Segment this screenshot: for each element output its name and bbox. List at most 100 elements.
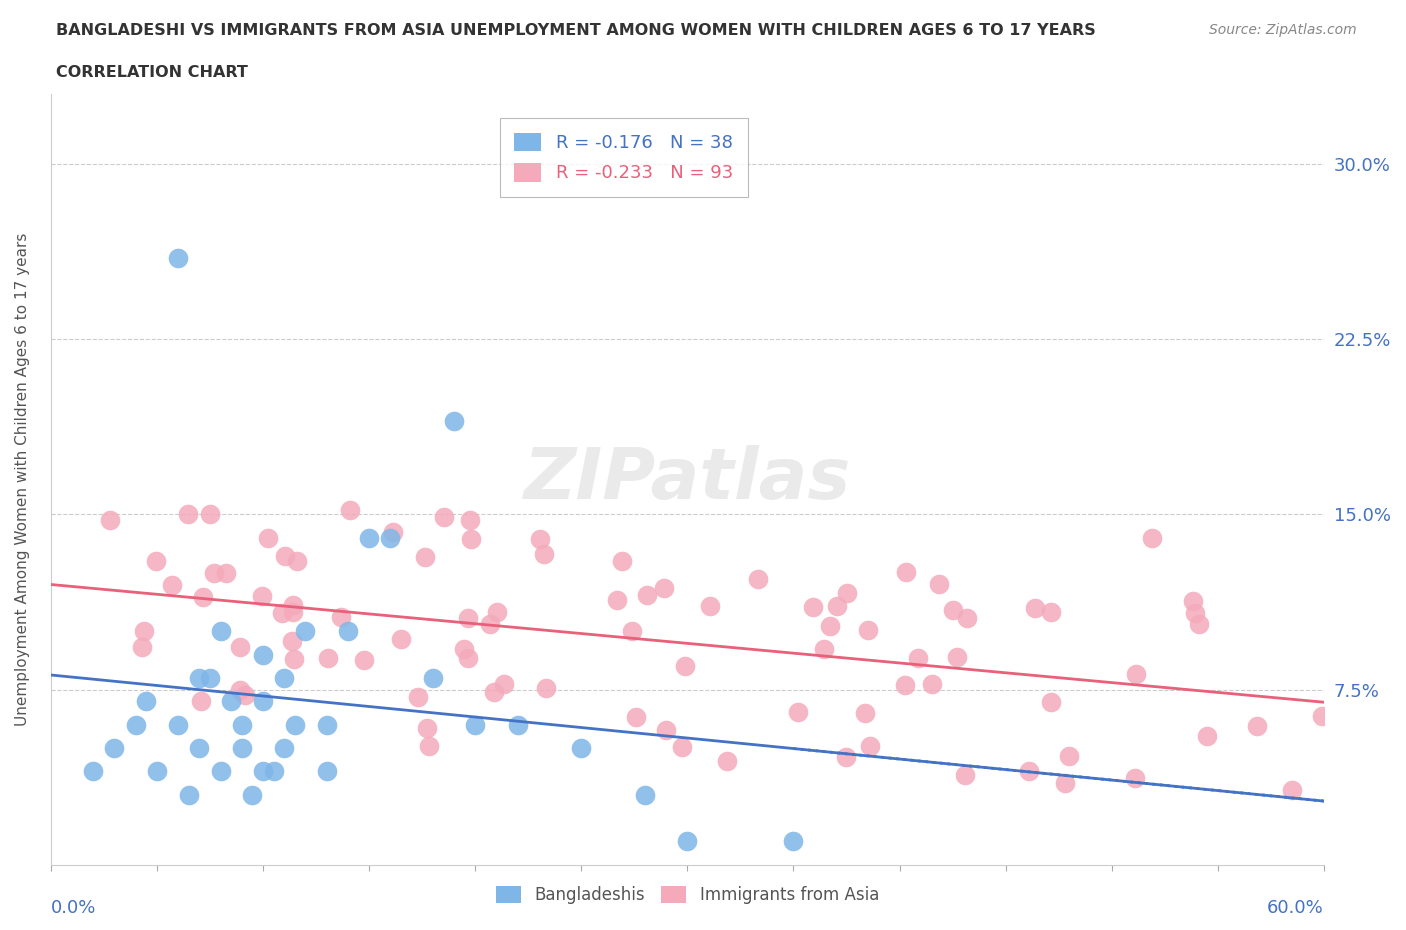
Point [634, 788, 657, 803]
Point [231, 740, 253, 755]
Point [284, 717, 307, 732]
Text: Source: ZipAtlas.com: Source: ZipAtlas.com [1209, 23, 1357, 37]
Point [835, 750, 858, 764]
Text: BANGLADESHI VS IMMIGRANTS FROM ASIA UNEMPLOYMENT AMONG WOMEN WITH CHILDREN AGES : BANGLADESHI VS IMMIGRANTS FROM ASIA UNEM… [56, 23, 1097, 38]
Text: ZIPatlas: ZIPatlas [523, 445, 851, 514]
Point [896, 565, 918, 579]
Point [433, 510, 456, 525]
Point [82, 764, 104, 778]
Point [285, 553, 308, 568]
Point [457, 610, 479, 625]
Point [1246, 719, 1268, 734]
Point [359, 530, 381, 545]
Legend: Bangladeshis, Immigrants from Asia: Bangladeshis, Immigrants from Asia [489, 879, 886, 910]
Point [198, 507, 221, 522]
Point [1195, 728, 1218, 743]
Point [1024, 600, 1046, 615]
Point [464, 717, 486, 732]
Point [818, 618, 841, 633]
Point [801, 599, 824, 614]
Point [747, 572, 769, 587]
Point [655, 722, 678, 737]
Point [837, 585, 859, 600]
Point [198, 671, 221, 685]
Point [415, 720, 437, 735]
Point [280, 633, 302, 648]
Point [315, 764, 337, 778]
Point [418, 738, 440, 753]
Point [160, 578, 183, 592]
Point [215, 565, 238, 580]
Point [229, 683, 252, 698]
Point [626, 710, 648, 724]
Point [167, 250, 190, 265]
Point [389, 631, 412, 646]
Point [177, 507, 200, 522]
Point [250, 589, 273, 604]
Point [242, 788, 264, 803]
Point [856, 622, 879, 637]
Point [233, 687, 256, 702]
Point [329, 609, 352, 624]
Point [942, 603, 965, 618]
Point [699, 598, 721, 613]
Point [946, 649, 969, 664]
Point [135, 694, 157, 709]
Point [928, 577, 950, 591]
Point [202, 565, 225, 580]
Point [132, 624, 155, 639]
Point [188, 740, 211, 755]
Point [1281, 782, 1303, 797]
Point [315, 717, 337, 732]
Text: 60.0%: 60.0% [1267, 899, 1324, 918]
Point [1053, 776, 1076, 790]
Point [786, 704, 808, 719]
Point [294, 624, 316, 639]
Point [953, 767, 976, 782]
Point [1188, 617, 1211, 631]
Point [146, 764, 169, 778]
Point [263, 764, 285, 778]
Point [671, 739, 693, 754]
Point [529, 532, 551, 547]
Point [533, 547, 555, 562]
Point [422, 671, 444, 685]
Point [191, 590, 214, 604]
Point [1125, 667, 1147, 682]
Point [103, 740, 125, 755]
Point [1039, 604, 1062, 619]
Point [1140, 530, 1163, 545]
Point [252, 647, 274, 662]
Point [482, 684, 505, 699]
Point [209, 624, 232, 639]
Point [859, 739, 882, 754]
Point [98, 513, 121, 528]
Point [252, 764, 274, 778]
Point [621, 624, 644, 639]
Point [652, 581, 675, 596]
Point [380, 530, 402, 545]
Point [252, 694, 274, 709]
Point [167, 717, 190, 732]
Y-axis label: Unemployment Among Women with Children Ages 6 to 17 years: Unemployment Among Women with Children A… [15, 232, 30, 726]
Point [257, 531, 280, 546]
Point [125, 717, 148, 732]
Point [492, 676, 515, 691]
Point [453, 642, 475, 657]
Point [281, 598, 304, 613]
Point [458, 512, 481, 527]
Point [676, 834, 699, 849]
Text: CORRELATION CHART: CORRELATION CHART [56, 65, 247, 80]
Point [443, 414, 465, 429]
Point [1184, 605, 1206, 620]
Point [229, 640, 252, 655]
Point [636, 587, 658, 602]
Point [1182, 593, 1205, 608]
Point [273, 671, 295, 685]
Point [413, 550, 436, 565]
Point [813, 642, 835, 657]
Point [231, 717, 253, 732]
Point [506, 717, 529, 732]
Point [406, 689, 429, 704]
Point [281, 605, 304, 620]
